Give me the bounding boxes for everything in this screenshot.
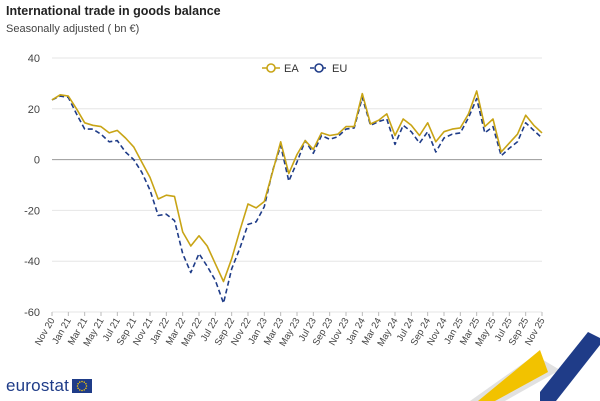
flag-star xyxy=(83,389,86,391)
logo-text: eurostat xyxy=(6,376,70,395)
flag-star xyxy=(79,389,81,391)
legend-marker-icon xyxy=(314,63,324,73)
flag-star xyxy=(79,381,81,383)
corner-stripe-blue xyxy=(540,332,600,401)
flag-star xyxy=(83,381,86,383)
flag-star xyxy=(85,383,87,385)
legend-marker-icon xyxy=(266,63,276,73)
flag-star xyxy=(85,385,88,387)
y-tick-label: -40 xyxy=(24,256,40,268)
y-axis: 40 20 0 -20 -40 -60 xyxy=(24,53,40,319)
y-tick-label: -20 xyxy=(24,205,40,217)
series-line-eu xyxy=(51,95,543,304)
gridlines xyxy=(52,57,542,313)
series-layer xyxy=(51,90,543,304)
corner-decoration xyxy=(470,332,600,401)
legend-item-ea[interactable]: EA xyxy=(262,63,299,75)
legend[interactable]: EA EU xyxy=(262,63,347,75)
flag-star xyxy=(85,387,87,389)
legend-label: EU xyxy=(332,63,347,75)
legend-label: EA xyxy=(284,63,299,75)
legend-item-eu[interactable]: EU xyxy=(310,63,347,75)
flag-star xyxy=(81,389,83,392)
series-line-ea xyxy=(51,90,543,283)
y-tick-label: 40 xyxy=(28,53,40,65)
y-tick-label: -60 xyxy=(24,307,40,319)
flag-star xyxy=(76,385,79,387)
chart-title: International trade in goods balance xyxy=(6,4,221,18)
flag-star xyxy=(77,383,79,385)
eu-flag-icon xyxy=(72,379,93,393)
flag-star xyxy=(81,380,83,383)
eurostat-logo: eurostat xyxy=(6,376,93,396)
corner-stripe-yellow xyxy=(478,350,548,401)
y-tick-label: 0 xyxy=(34,155,40,167)
y-tick-label: 20 xyxy=(28,104,40,116)
flag-star xyxy=(77,387,79,389)
chart-subtitle: Seasonally adjusted ( bn €) xyxy=(6,23,140,35)
